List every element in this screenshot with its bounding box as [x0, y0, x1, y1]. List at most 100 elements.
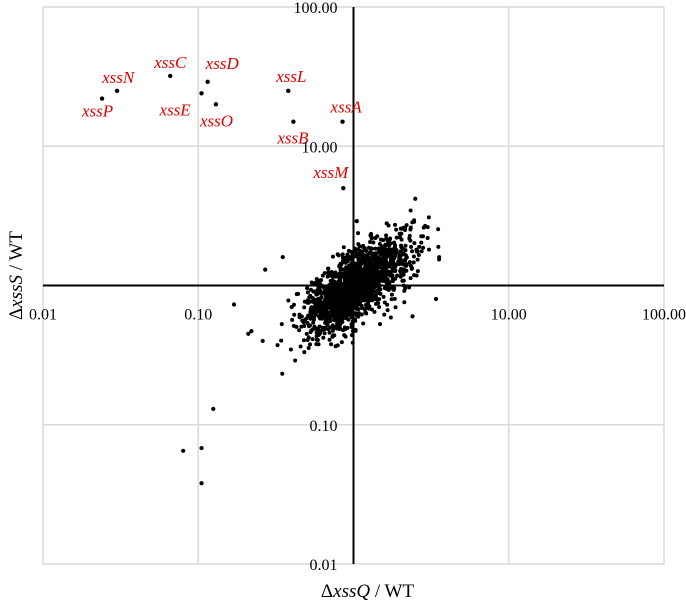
data-point — [349, 333, 354, 338]
data-point — [317, 331, 322, 336]
data-point — [379, 269, 384, 274]
data-point — [305, 321, 310, 326]
data-point — [399, 245, 404, 250]
data-point — [315, 337, 320, 342]
data-point — [394, 235, 399, 240]
data-point — [384, 233, 389, 238]
data-point — [307, 313, 312, 318]
data-point — [323, 292, 328, 297]
data-point — [419, 240, 424, 245]
data-point — [317, 285, 322, 290]
data-point — [373, 294, 378, 299]
data-point — [199, 481, 204, 486]
data-point — [181, 448, 186, 453]
data-point — [416, 253, 421, 258]
data-point — [361, 258, 366, 263]
data-point — [326, 270, 331, 275]
data-point — [302, 305, 307, 310]
data-point — [385, 280, 390, 285]
data-point — [361, 243, 366, 248]
data-point — [369, 307, 374, 312]
data-point — [305, 290, 310, 295]
data-point — [307, 295, 312, 300]
data-point — [356, 257, 361, 262]
data-point — [366, 245, 371, 250]
data-point — [403, 248, 408, 253]
data-point — [379, 263, 384, 268]
data-point — [376, 263, 381, 268]
data-point — [315, 305, 320, 310]
data-point — [321, 335, 326, 340]
data-point — [280, 371, 285, 376]
data-point — [350, 309, 355, 314]
x-tick-label: 10.00 — [491, 307, 527, 324]
data-point — [393, 305, 398, 310]
data-point — [291, 119, 296, 124]
data-point — [389, 292, 394, 297]
data-point — [386, 247, 391, 252]
data-point — [323, 289, 328, 294]
data-point — [308, 287, 313, 292]
data-point — [415, 269, 420, 274]
data-point — [413, 196, 418, 201]
data-point — [368, 239, 373, 244]
data-point — [437, 255, 442, 260]
data-point — [342, 295, 347, 300]
data-point — [376, 276, 381, 281]
data-point — [389, 260, 394, 265]
data-point — [322, 331, 327, 336]
data-point — [385, 263, 390, 268]
data-point — [354, 219, 359, 224]
data-point — [331, 326, 336, 331]
data-point — [411, 260, 416, 265]
data-point — [392, 264, 397, 269]
data-point — [99, 96, 105, 101]
labeled-points: xssP xssN xssC xssD xssE xssO xssL xssB xssA xssM — [81, 53, 362, 191]
data-point — [349, 249, 354, 254]
data-point — [302, 324, 307, 329]
data-point — [356, 289, 361, 294]
data-point — [351, 254, 356, 259]
data-point — [361, 296, 366, 301]
data-point — [356, 283, 361, 288]
data-point — [386, 269, 391, 274]
data-point — [305, 300, 310, 305]
data-point — [371, 297, 376, 302]
data-point — [333, 312, 338, 317]
data-point — [341, 245, 346, 250]
data-point — [341, 185, 346, 191]
data-point — [373, 258, 378, 263]
data-point — [338, 287, 343, 292]
data-point — [286, 298, 291, 303]
data-point — [394, 227, 399, 232]
data-point — [336, 297, 341, 302]
data-point — [410, 249, 415, 254]
data-point — [417, 244, 422, 249]
data-point — [332, 318, 337, 323]
data-point — [327, 337, 332, 342]
data-point — [377, 242, 382, 247]
data-point — [289, 304, 294, 310]
data-point — [363, 265, 368, 270]
data-point — [317, 299, 322, 304]
data-point — [370, 246, 375, 251]
data-point — [360, 254, 365, 259]
data-point — [401, 278, 406, 283]
data-point — [337, 279, 342, 284]
data-point — [377, 249, 382, 254]
gene-label: xssM — [312, 163, 349, 182]
data-point — [328, 318, 333, 323]
data-point — [304, 331, 309, 336]
data-point — [385, 277, 390, 282]
data-point — [366, 276, 371, 281]
data-point — [378, 252, 383, 257]
data-point — [350, 328, 355, 333]
data-point — [337, 315, 342, 320]
data-point — [355, 278, 360, 283]
data-point — [381, 245, 386, 250]
data-point — [338, 320, 343, 325]
data-point — [391, 250, 396, 255]
data-point — [313, 290, 318, 295]
data-point — [355, 266, 360, 271]
x-tick-label: 0.01 — [29, 307, 57, 324]
